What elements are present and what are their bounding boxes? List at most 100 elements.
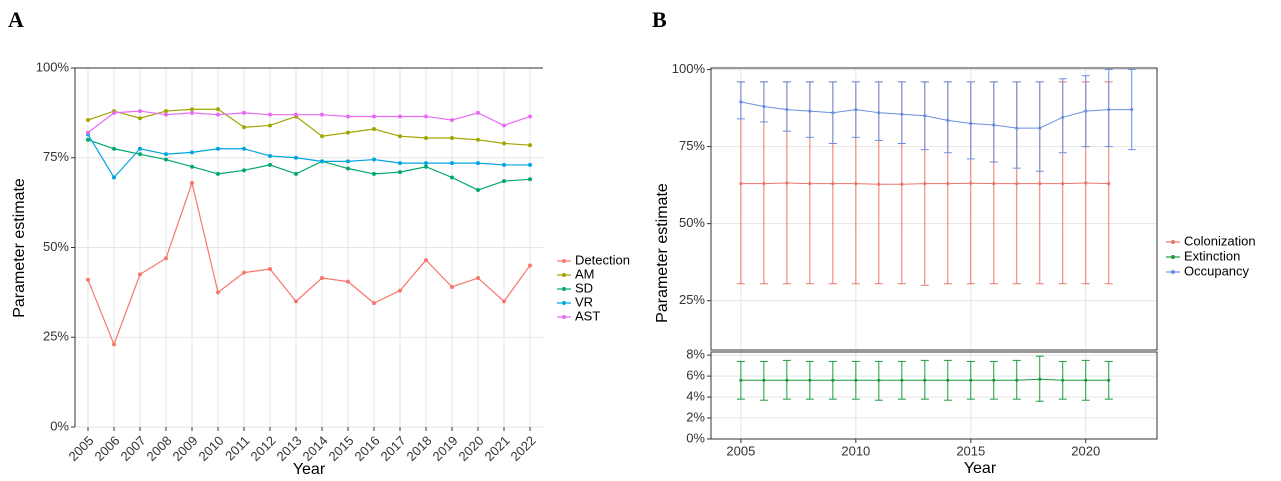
data-point [190,110,194,115]
data-point [398,288,402,293]
data-point [1015,378,1019,382]
data-point [739,100,743,104]
data-point [739,181,743,186]
data-point [138,146,142,151]
data-point [294,155,298,160]
data-point [528,263,532,268]
error-bar [989,81,998,163]
legend-marker [562,301,566,305]
x-tick-label: 2007 [117,433,148,464]
data-point [923,181,927,186]
data-point [831,378,835,382]
data-point [398,114,402,119]
x-tick-label: 2014 [299,433,330,464]
data-point [242,146,246,151]
data-point [138,272,142,277]
x-tick-label: 2016 [351,433,382,464]
x-tick-label: 2020 [455,433,486,464]
data-point [346,279,350,284]
data-point [138,116,142,121]
data-point [320,134,324,139]
data-point [1107,108,1111,112]
panel-label: B [652,7,667,32]
data-point [969,121,973,126]
data-point [992,123,996,127]
data-point [900,378,904,382]
data-point [242,110,246,115]
data-point [138,109,142,114]
legend-label: AM [575,266,595,281]
y-tick-label: 25% [43,329,69,344]
legend-marker [562,259,566,263]
x-tick-label: 2013 [273,433,304,464]
data-point [138,152,142,157]
data-point [1015,126,1019,130]
x-tick-label: 2005 [65,433,96,464]
x-tick-label: 2010 [195,433,226,464]
data-point [164,152,168,157]
data-point [992,378,996,382]
data-point [1084,378,1088,382]
data-point [372,114,376,119]
data-point [854,108,858,112]
legend-marker [1171,255,1175,259]
data-point [346,114,350,119]
data-point [268,153,272,158]
data-point [450,161,454,166]
data-point [1130,108,1134,112]
y-axis-title: Parameter estimate [11,178,28,318]
data-point [268,123,272,128]
data-point [946,118,950,122]
data-point [502,123,506,128]
data-point [1061,378,1065,382]
data-point [242,168,246,173]
data-point [268,162,272,167]
data-point [785,108,789,112]
data-point [1107,378,1111,382]
data-point [476,137,480,142]
data-point [86,118,90,123]
series-line [87,108,531,146]
data-point [450,118,454,123]
x-tick-label: 2006 [91,433,122,464]
data-point [112,342,116,347]
data-point [808,109,812,113]
series-line [87,110,531,134]
x-tick-label: 2021 [481,433,512,464]
data-point [450,175,454,180]
data-point [164,109,168,114]
data-point [398,134,402,139]
data-point [424,258,428,263]
data-point [762,378,766,382]
data-point [216,290,220,295]
y-tick-label: 8% [686,347,705,362]
data-point [528,143,532,148]
data-point [86,130,90,135]
error-bar [782,81,791,132]
x-tick-label: 2009 [169,433,200,464]
data-point [1038,181,1042,186]
data-point [969,181,973,185]
data-point [785,181,789,185]
data-point [502,299,506,304]
legend-label: SD [575,280,593,295]
x-tick-label: 2011 [222,433,252,463]
data-point [112,175,116,180]
data-point [877,182,881,186]
data-point [502,162,506,167]
data-point [992,181,996,186]
x-axis-title: Year [964,460,997,477]
y-tick-label: 0% [50,418,69,433]
panel-border [710,67,1158,351]
data-point [1084,181,1088,185]
data-point [739,378,743,382]
data-point [1107,181,1111,186]
data-point [216,107,220,112]
y-tick-label: 4% [686,389,705,404]
data-point [86,277,90,282]
y-tick-label: 50% [679,215,705,230]
data-point [1015,181,1019,186]
data-point [476,276,480,281]
data-point [476,188,480,193]
